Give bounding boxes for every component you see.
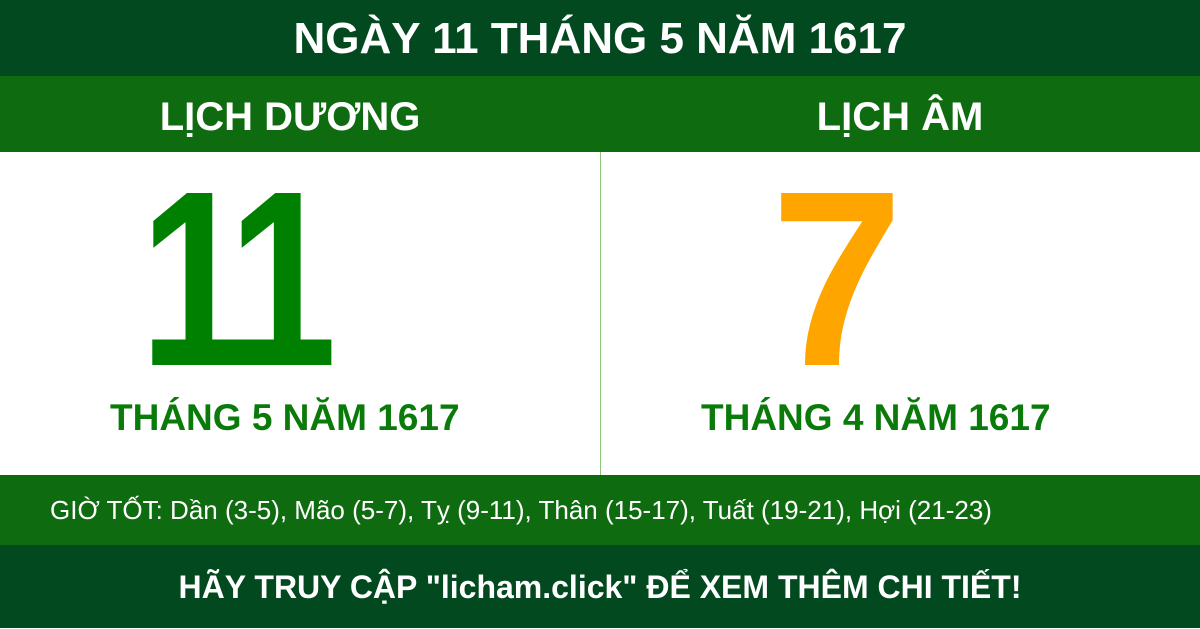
solar-month-year: THÁNG 5 NĂM 1617: [110, 397, 460, 438]
solar-day: 11: [140, 139, 337, 418]
solar-panel: 11 THÁNG 5 NĂM 1617: [0, 152, 600, 475]
lunar-month-year: THÁNG 4 NĂM 1617: [701, 397, 1051, 438]
lunar-calendar-header: LỊCH ÂM: [600, 76, 1200, 152]
page-title: NGÀY 11 THÁNG 5 NĂM 1617: [0, 0, 1200, 76]
lunar-panel: 7 THÁNG 4 NĂM 1617: [600, 152, 1200, 475]
lunar-day: 7: [771, 139, 903, 418]
footer-cta: HÃY TRUY CẬP "licham.click" ĐỂ XEM THÊM …: [0, 545, 1200, 628]
good-hours: GIỜ TỐT: Dần (3-5), Mão (5-7), Tỵ (9-11)…: [0, 475, 1200, 545]
solar-calendar-header: LỊCH DƯƠNG: [0, 76, 600, 152]
